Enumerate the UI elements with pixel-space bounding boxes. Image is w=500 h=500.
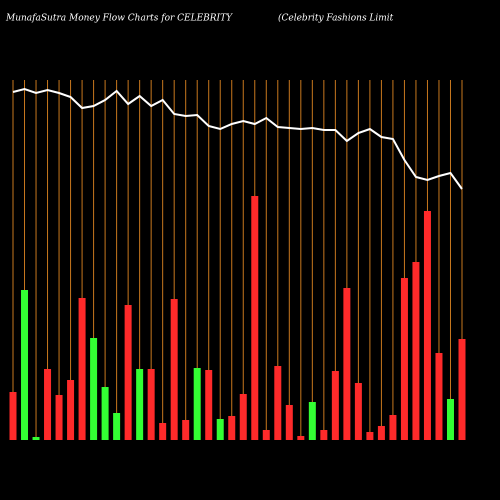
bar (239, 394, 247, 440)
bar (44, 369, 52, 440)
bar (412, 262, 420, 440)
bar (216, 419, 224, 440)
bar (446, 399, 454, 440)
bar (193, 368, 201, 440)
bar (21, 290, 29, 440)
chart-title: MunafaSutra Money Flow Charts for CELEBR… (5, 14, 233, 24)
bar (78, 298, 86, 440)
bar (32, 437, 40, 440)
bar (423, 211, 431, 440)
bar (308, 402, 316, 440)
bar (170, 299, 178, 440)
bar (331, 371, 339, 440)
bar (124, 305, 132, 440)
bar (343, 288, 351, 440)
bar (262, 430, 270, 440)
bar (113, 413, 121, 440)
bar (251, 196, 259, 440)
bar (159, 423, 167, 440)
bar (136, 369, 144, 440)
bar (400, 278, 408, 440)
bar (55, 395, 63, 440)
bar (297, 436, 305, 440)
chart-subtitle: (Celebrity Fashions Limit (278, 13, 394, 24)
bar (182, 420, 190, 440)
money-flow-line (12, 87, 463, 190)
bar (228, 416, 236, 440)
bar (354, 383, 362, 440)
bar (458, 339, 466, 440)
bar (389, 415, 397, 440)
bar (435, 353, 443, 440)
bar (366, 432, 374, 440)
bar (147, 369, 155, 440)
bar (205, 370, 213, 440)
bar (90, 338, 98, 440)
bar (9, 392, 17, 440)
bar (320, 430, 328, 440)
bar (101, 387, 109, 440)
bar (67, 380, 75, 440)
bar (274, 366, 282, 440)
bar (285, 405, 293, 440)
bar (377, 426, 385, 440)
